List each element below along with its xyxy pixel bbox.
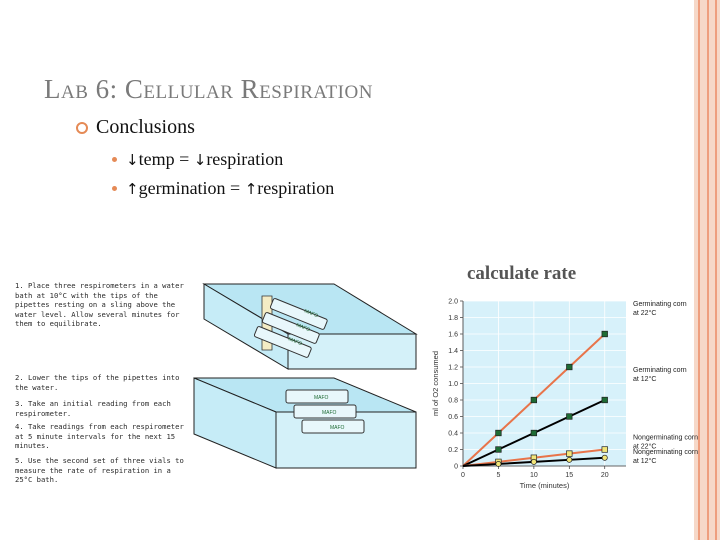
y-tick-label: 0.6 — [448, 414, 458, 421]
data-point — [566, 413, 573, 420]
ring-bullet-icon — [76, 121, 88, 134]
sub-bullet-segment: respiration — [206, 149, 284, 169]
dot-bullet-icon — [112, 186, 117, 191]
x-tick-label: 20 — [601, 472, 609, 479]
step-number: 5. — [15, 456, 24, 465]
bullet-conclusions: Conclusions — [76, 116, 195, 139]
y-tick-label: 0.8 — [448, 398, 458, 405]
sub-bullet-text: ↑germination = ↑respiration — [126, 178, 334, 199]
svg-text:MAFO: MAFO — [295, 322, 311, 333]
svg-text:MAFO: MAFO — [330, 425, 345, 431]
bullet-text: Conclusions — [96, 116, 195, 138]
oxygen-consumption-chart: 0 0.2 0.4 0.6 0.8 1.0 1.2 1.4 1.6 1.8 2.0 0 5 10 15 20 T… — [426, 292, 720, 540]
respirometer-vial: MAFO — [261, 312, 320, 344]
step-number: 4. — [15, 422, 24, 431]
border-line — [698, 0, 700, 540]
sub-bullet-segment: respiration — [257, 178, 335, 198]
sub-bullet-segment: temp = — [138, 149, 194, 169]
dot-bullet-icon — [112, 157, 117, 162]
x-axis-label: Time (minutes) — [520, 481, 570, 490]
border-line — [707, 0, 709, 540]
sub-bullet-germination: ↑germination = ↑respiration — [112, 178, 334, 199]
series-label: at 22°C — [633, 443, 656, 451]
slide-right-border — [694, 0, 720, 540]
x-tick-label: 15 — [565, 472, 573, 479]
data-point — [601, 454, 608, 461]
data-point — [601, 446, 608, 453]
slide-title: Lab 6: Cellular Respiration — [44, 74, 373, 104]
respirometer-procedure-figure: 1. Place three respirometers in a water … — [4, 272, 432, 540]
calculate-rate-label: calculate rate — [467, 263, 577, 284]
water-bath-tray-10c: MAFO MAFO MAFO — [202, 283, 418, 370]
svg-text:MAFO: MAFO — [322, 410, 337, 416]
series-label: at 12°C — [633, 457, 656, 465]
data-point — [495, 460, 502, 467]
step-text: Take readings from each respirometer at … — [15, 422, 184, 451]
step-text: Place three respirometers in a water bat… — [15, 281, 184, 329]
x-tick-label: 0 — [461, 472, 465, 479]
water-bath-tray-25c: MAFO MAFO MAFO — [193, 377, 417, 469]
data-point — [566, 456, 573, 463]
data-point — [530, 396, 538, 404]
step-number: 2. — [15, 373, 24, 382]
data-point — [566, 450, 573, 457]
y-tick-label: 1.0 — [448, 381, 458, 388]
step-number: 1. — [15, 281, 24, 290]
x-tick-label: 10 — [530, 472, 538, 479]
y-tick-label: 2.0 — [448, 299, 458, 306]
water-bath-illustration: MAFO MAFO MAFO MAFO MAFO MAFO — [193, 283, 418, 469]
respirometer-vial: MAFO — [301, 419, 365, 434]
x-tick-label: 5 — [496, 472, 500, 479]
step-text: Lower the tips of the pipettes into the … — [15, 373, 180, 392]
respirometer-vial: MAFO — [253, 326, 312, 358]
procedure-step: 2. Lower the tips of the pipettes into t… — [15, 373, 190, 392]
data-point — [530, 458, 537, 465]
step-text: Take an initial reading from each respir… — [15, 399, 171, 418]
series-label: at 22°C — [633, 309, 656, 317]
y-tick-label: 1.2 — [448, 365, 458, 372]
data-point — [495, 446, 502, 453]
svg-text:MAFO: MAFO — [314, 395, 329, 401]
data-point — [601, 330, 608, 338]
procedure-step: 4. Take readings from each respirometer … — [15, 422, 190, 451]
data-point — [530, 429, 538, 437]
chart-svg: 0 0.2 0.4 0.6 0.8 1.0 1.2 1.4 1.6 1.8 2.0 0 5 10 15 20 T… — [431, 299, 698, 491]
sub-bullet-temp: ↓temp = ↓respiration — [112, 149, 283, 170]
y-tick-label: 1.8 — [448, 315, 458, 322]
sub-bullet-segment: germination = — [138, 178, 245, 198]
up-arrow-icon: ↑ — [126, 180, 139, 198]
y-tick-label: 0.4 — [448, 431, 458, 438]
series-label: at 12°C — [633, 375, 656, 383]
procedure-step: 3. Take an initial reading from each res… — [15, 399, 190, 418]
respirometer-vial: MAFO — [293, 404, 357, 419]
sub-bullet-text: ↓temp = ↓respiration — [126, 149, 283, 170]
up-arrow-icon: ↑ — [244, 180, 258, 198]
y-axis-label: ml of O2 consumed — [431, 351, 440, 416]
border-line — [715, 0, 717, 540]
y-tick-label: 1.6 — [448, 332, 458, 339]
down-arrow-icon: ↓ — [126, 151, 139, 169]
respirometer-vial: MAFO — [285, 389, 349, 404]
y-tick-label: 0 — [454, 464, 458, 471]
series-label: Nongerminating corn — [633, 449, 698, 456]
step-number: 3. — [15, 399, 24, 408]
procedure-step: 5. Use the second set of three vials to … — [15, 456, 190, 485]
data-point — [495, 429, 502, 437]
procedure-step: 1. Place three respirometers in a water … — [15, 281, 190, 329]
y-tick-label: 1.4 — [448, 348, 458, 355]
respirometer-vial: MAFO — [269, 298, 328, 330]
svg-text:MAFO: MAFO — [303, 308, 319, 319]
data-point — [601, 396, 608, 404]
y-tick-label: 0.2 — [448, 447, 458, 454]
data-point — [566, 363, 573, 371]
svg-text:MAFO: MAFO — [287, 336, 303, 347]
series-label: Nongerminating corn — [633, 435, 698, 442]
step-text: Use the second set of three vials to mea… — [15, 456, 184, 485]
down-arrow-icon: ↓ — [193, 151, 207, 169]
series-label: Germinating corn — [633, 367, 687, 374]
series-label: Germinating corn — [633, 301, 687, 308]
